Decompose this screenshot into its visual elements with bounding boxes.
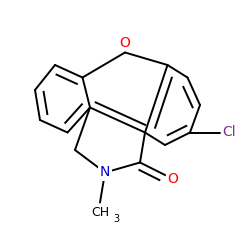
Text: CH: CH xyxy=(91,206,109,219)
Text: N: N xyxy=(100,166,110,179)
Text: 3: 3 xyxy=(114,214,120,224)
Text: O: O xyxy=(120,36,130,50)
Text: Cl: Cl xyxy=(222,126,236,140)
Text: O: O xyxy=(168,172,178,186)
